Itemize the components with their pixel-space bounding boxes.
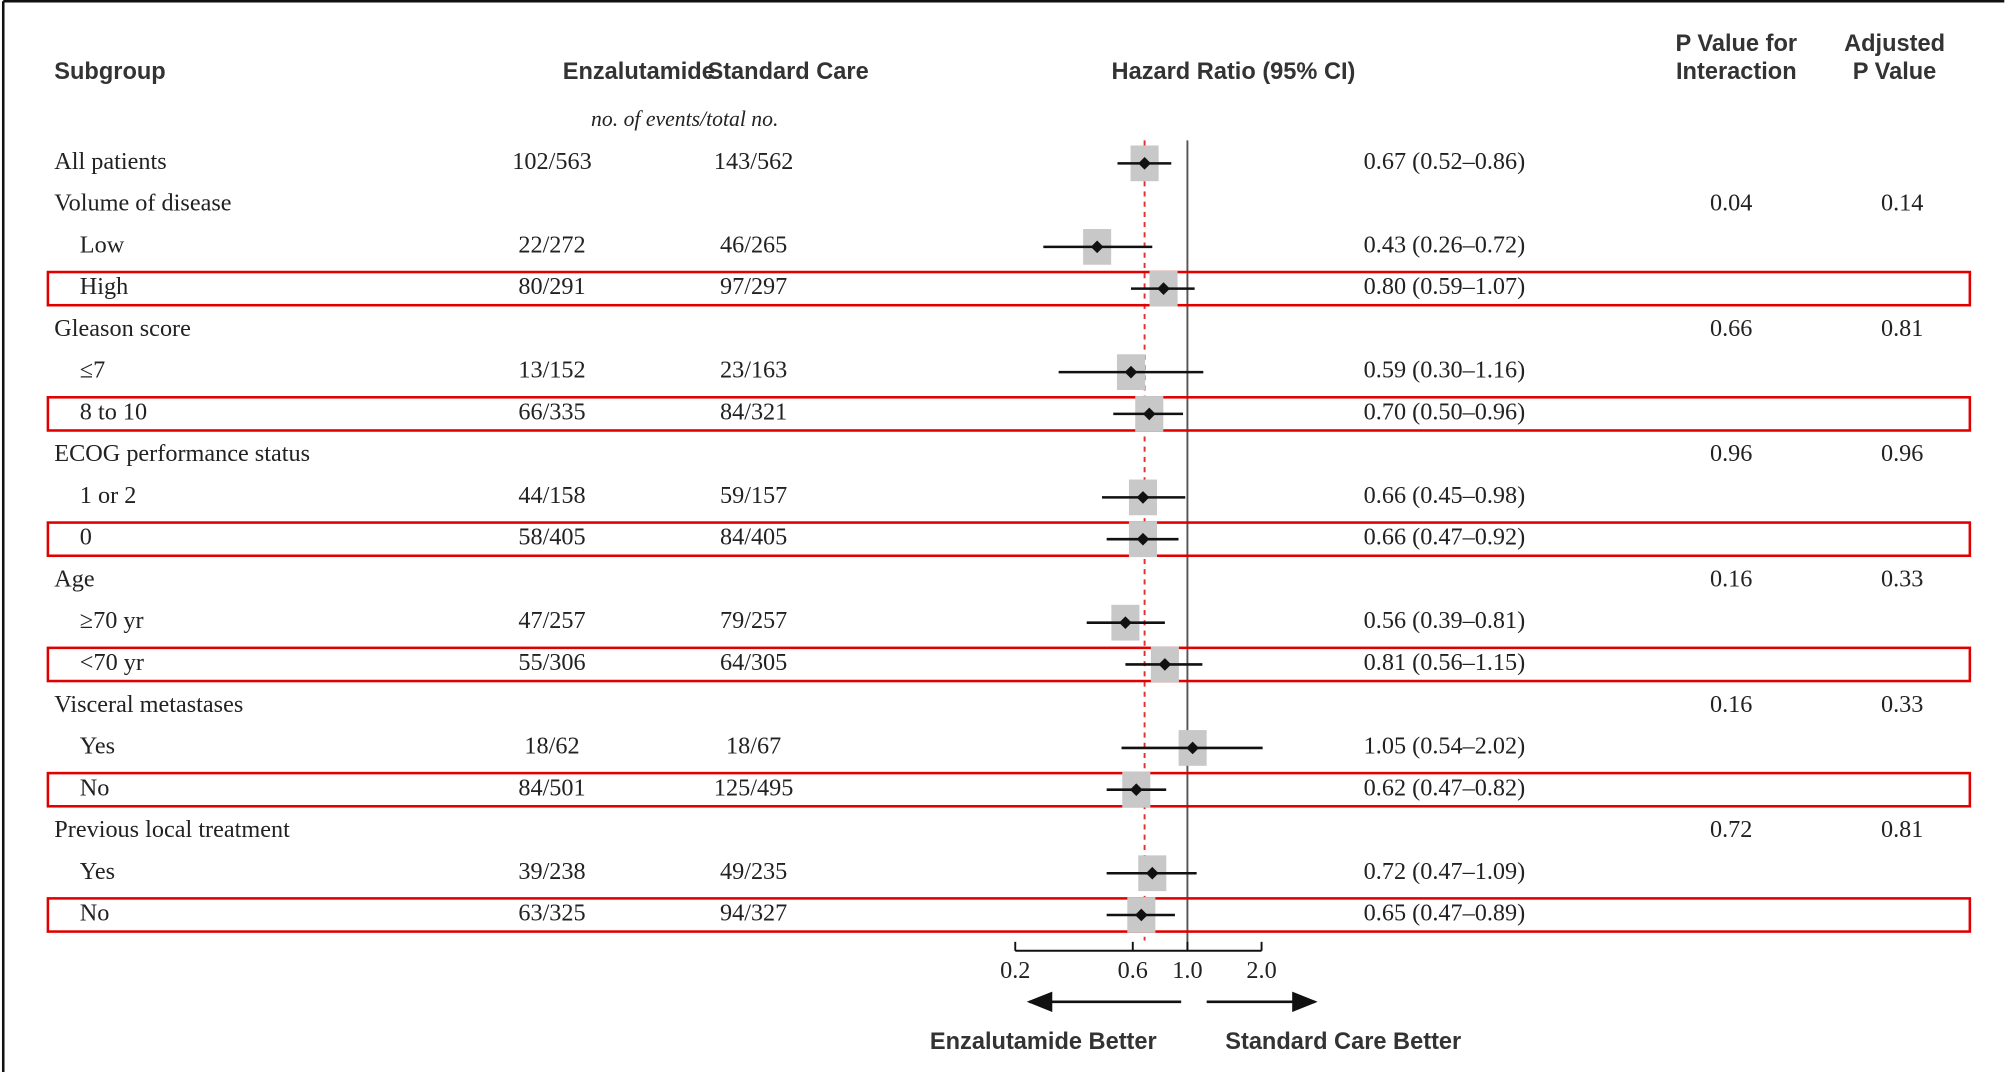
enzalutamide-count: 47/257 [518, 607, 585, 634]
hr-label: 0.59 (0.30–1.16) [1364, 357, 1526, 384]
subgroup-label: Yes [80, 733, 115, 760]
hr-label: 0.66 (0.45–0.98) [1364, 482, 1526, 509]
header-p-interaction: Interaction [1676, 59, 1797, 85]
x-tick-label: 0.6 [1118, 957, 1148, 984]
x-tick-label: 0.2 [1000, 957, 1030, 984]
axis-label-left: Enzalutamide Better [930, 1029, 1157, 1055]
subheader: no. of events/total no. [591, 107, 778, 131]
highlight-box [46, 646, 1972, 683]
enzalutamide-count: 39/238 [518, 858, 585, 885]
p-adjusted: 0.33 [1881, 691, 1923, 718]
hr-label: 0.56 (0.39–0.81) [1364, 607, 1526, 634]
subgroup-label: No [80, 900, 110, 927]
hr-label: 0.43 (0.26–0.72) [1364, 231, 1526, 258]
group-label: All patients [54, 148, 166, 175]
header-p-adjusted: Adjusted [1844, 31, 1945, 57]
enzalutamide-count: 102/563 [512, 148, 591, 175]
enzalutamide-count: 63/325 [518, 900, 585, 927]
highlight-box [46, 396, 1972, 432]
enzalutamide-count: 80/291 [518, 273, 585, 300]
hr-label: 0.65 (0.47–0.89) [1364, 900, 1526, 927]
hr-label: 0.70 (0.50–0.96) [1364, 398, 1526, 425]
hr-label: 0.67 (0.52–0.86) [1364, 148, 1526, 175]
p-interaction: 0.96 [1710, 440, 1752, 467]
p-adjusted: 0.81 [1881, 315, 1923, 342]
group-label: Previous local treatment [54, 816, 290, 843]
subgroup-label: High [80, 273, 128, 300]
subgroup-label: 8 to 10 [80, 398, 147, 425]
subgroup-label: <70 yr [80, 649, 144, 676]
standard-care-count: 18/67 [726, 733, 781, 760]
standard-care-count: 79/257 [720, 607, 787, 634]
p-interaction: 0.16 [1710, 565, 1752, 592]
p-interaction: 0.16 [1710, 691, 1752, 718]
standard-care-count: 84/405 [720, 524, 787, 551]
standard-care-count: 84/321 [720, 398, 787, 425]
hr-label: 1.05 (0.54–2.02) [1364, 733, 1526, 760]
p-adjusted: 0.81 [1881, 816, 1923, 843]
subgroup-label: 1 or 2 [80, 482, 137, 509]
enzalutamide-count: 22/272 [518, 231, 585, 258]
hr-label: 0.81 (0.56–1.15) [1364, 649, 1526, 676]
p-adjusted: 0.14 [1881, 190, 1923, 217]
p-interaction: 0.04 [1710, 190, 1752, 217]
standard-care-count: 64/305 [720, 649, 787, 676]
hr-label: 0.72 (0.47–1.09) [1364, 858, 1526, 885]
subgroup-label: Yes [80, 858, 115, 885]
hr-point [1158, 658, 1172, 671]
hr-label: 0.80 (0.59–1.07) [1364, 273, 1526, 300]
subgroup-label: ≥70 yr [80, 607, 144, 634]
header-p-interaction: P Value for [1676, 31, 1798, 57]
x-tick-label: 1.0 [1172, 957, 1202, 984]
enzalutamide-count: 13/152 [518, 357, 585, 384]
highlight-box [46, 521, 1972, 558]
group-label: Gleason score [54, 315, 191, 342]
group-label: Age [54, 565, 94, 592]
highlight-box [46, 897, 1972, 933]
hr-label: 0.66 (0.47–0.92) [1364, 524, 1526, 551]
hr-point [1135, 908, 1148, 922]
standard-care-count: 49/235 [720, 858, 787, 885]
header-subgroup: Subgroup [54, 59, 165, 85]
highlight-box [46, 270, 1972, 307]
header-p-adjusted: P Value [1853, 59, 1937, 85]
p-interaction: 0.66 [1710, 315, 1752, 342]
standard-care-count: 97/297 [720, 273, 787, 300]
standard-care-count: 125/495 [714, 774, 793, 801]
p-adjusted: 0.33 [1881, 565, 1923, 592]
standard-care-count: 23/163 [720, 357, 787, 384]
header-enzalutamide: Enzalutamide [563, 59, 715, 85]
p-adjusted: 0.96 [1881, 440, 1923, 467]
hr-point [1186, 741, 1199, 755]
group-label: ECOG performance status [54, 440, 310, 467]
axis-label-right: Standard Care Better [1225, 1029, 1461, 1055]
standard-care-count: 94/327 [720, 900, 787, 927]
enzalutamide-count: 55/306 [518, 649, 585, 676]
subgroup-label: ≤7 [80, 357, 105, 384]
enzalutamide-count: 66/335 [518, 398, 585, 425]
highlight-box [46, 771, 1972, 808]
subgroup-label: Low [80, 231, 125, 258]
hr-point [1119, 616, 1132, 629]
p-interaction: 0.72 [1710, 816, 1752, 843]
standard-care-count: 59/157 [720, 482, 787, 509]
header-hazard-ratio: Hazard Ratio (95% CI) [1112, 59, 1356, 85]
enzalutamide-count: 84/501 [518, 774, 585, 801]
enzalutamide-count: 58/405 [518, 524, 585, 551]
subgroup-label: No [80, 774, 110, 801]
hr-point [1129, 783, 1143, 797]
standard-care-count: 46/265 [720, 231, 787, 258]
enzalutamide-count: 44/158 [518, 482, 585, 509]
header-standard-care: Standard Care [707, 59, 868, 85]
hr-point [1090, 240, 1104, 254]
x-tick-label: 2.0 [1246, 957, 1276, 984]
subgroup-label: 0 [80, 524, 92, 551]
group-label: Volume of disease [54, 190, 231, 217]
hr-label: 0.62 (0.47–0.82) [1364, 774, 1526, 801]
standard-care-count: 143/562 [714, 148, 793, 175]
group-label: Visceral metastases [54, 691, 243, 718]
enzalutamide-count: 18/62 [524, 733, 579, 760]
